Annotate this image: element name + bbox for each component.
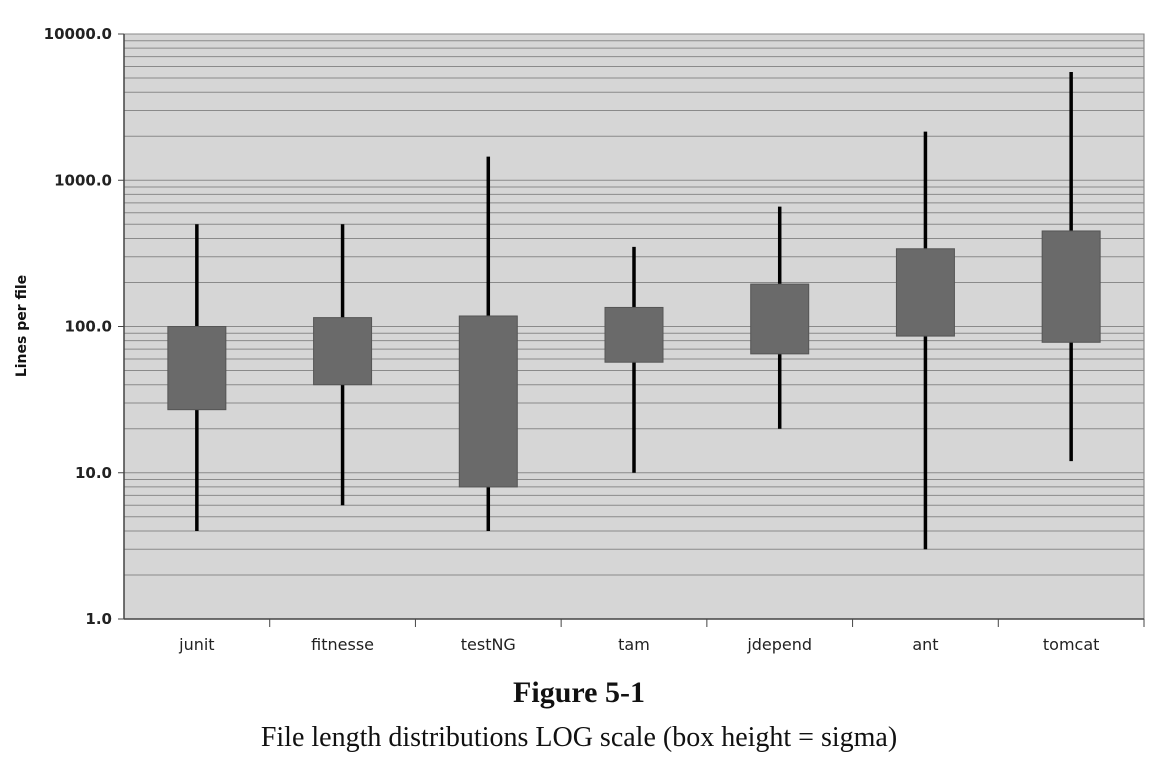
x-tick-label: junit — [178, 635, 214, 654]
x-tick-label: testNG — [461, 635, 516, 654]
box-jdepend — [750, 283, 810, 355]
axis-labels: 10000.0 1000.0 100.0 10.0 1.0 junit fitnesse te… — [44, 25, 1100, 654]
x-tick-label: tam — [618, 635, 650, 654]
x-tick-label: fitnesse — [311, 635, 374, 654]
box-testNG — [458, 315, 518, 488]
y-tick-label: 10000.0 — [44, 25, 112, 43]
x-tick-label: ant — [912, 635, 938, 654]
y-axis-label: Lines per file — [14, 275, 30, 377]
y-tick-label: 1.0 — [85, 610, 112, 628]
y-tick-label: 1000.0 — [54, 171, 112, 189]
data-marks — [167, 71, 1101, 550]
figure-caption: File length distributions LOG scale (box… — [260, 722, 898, 753]
box-junit — [167, 326, 227, 411]
y-tick-label: 100.0 — [65, 318, 112, 336]
box-fitnesse — [313, 317, 373, 386]
box-tam — [604, 306, 664, 363]
axes — [118, 33, 1145, 627]
box-tomcat — [1041, 230, 1101, 343]
figure-title: Figure 5-1 — [513, 676, 645, 709]
x-tick-label: tomcat — [1043, 635, 1100, 654]
box-ant — [895, 248, 955, 337]
y-tick-label: 10.0 — [75, 464, 112, 482]
box-plot-chart: 10000.0 1000.0 100.0 10.0 1.0 junit fitnesse te… — [14, 25, 1145, 654]
x-tick-label: jdepend — [746, 635, 812, 654]
